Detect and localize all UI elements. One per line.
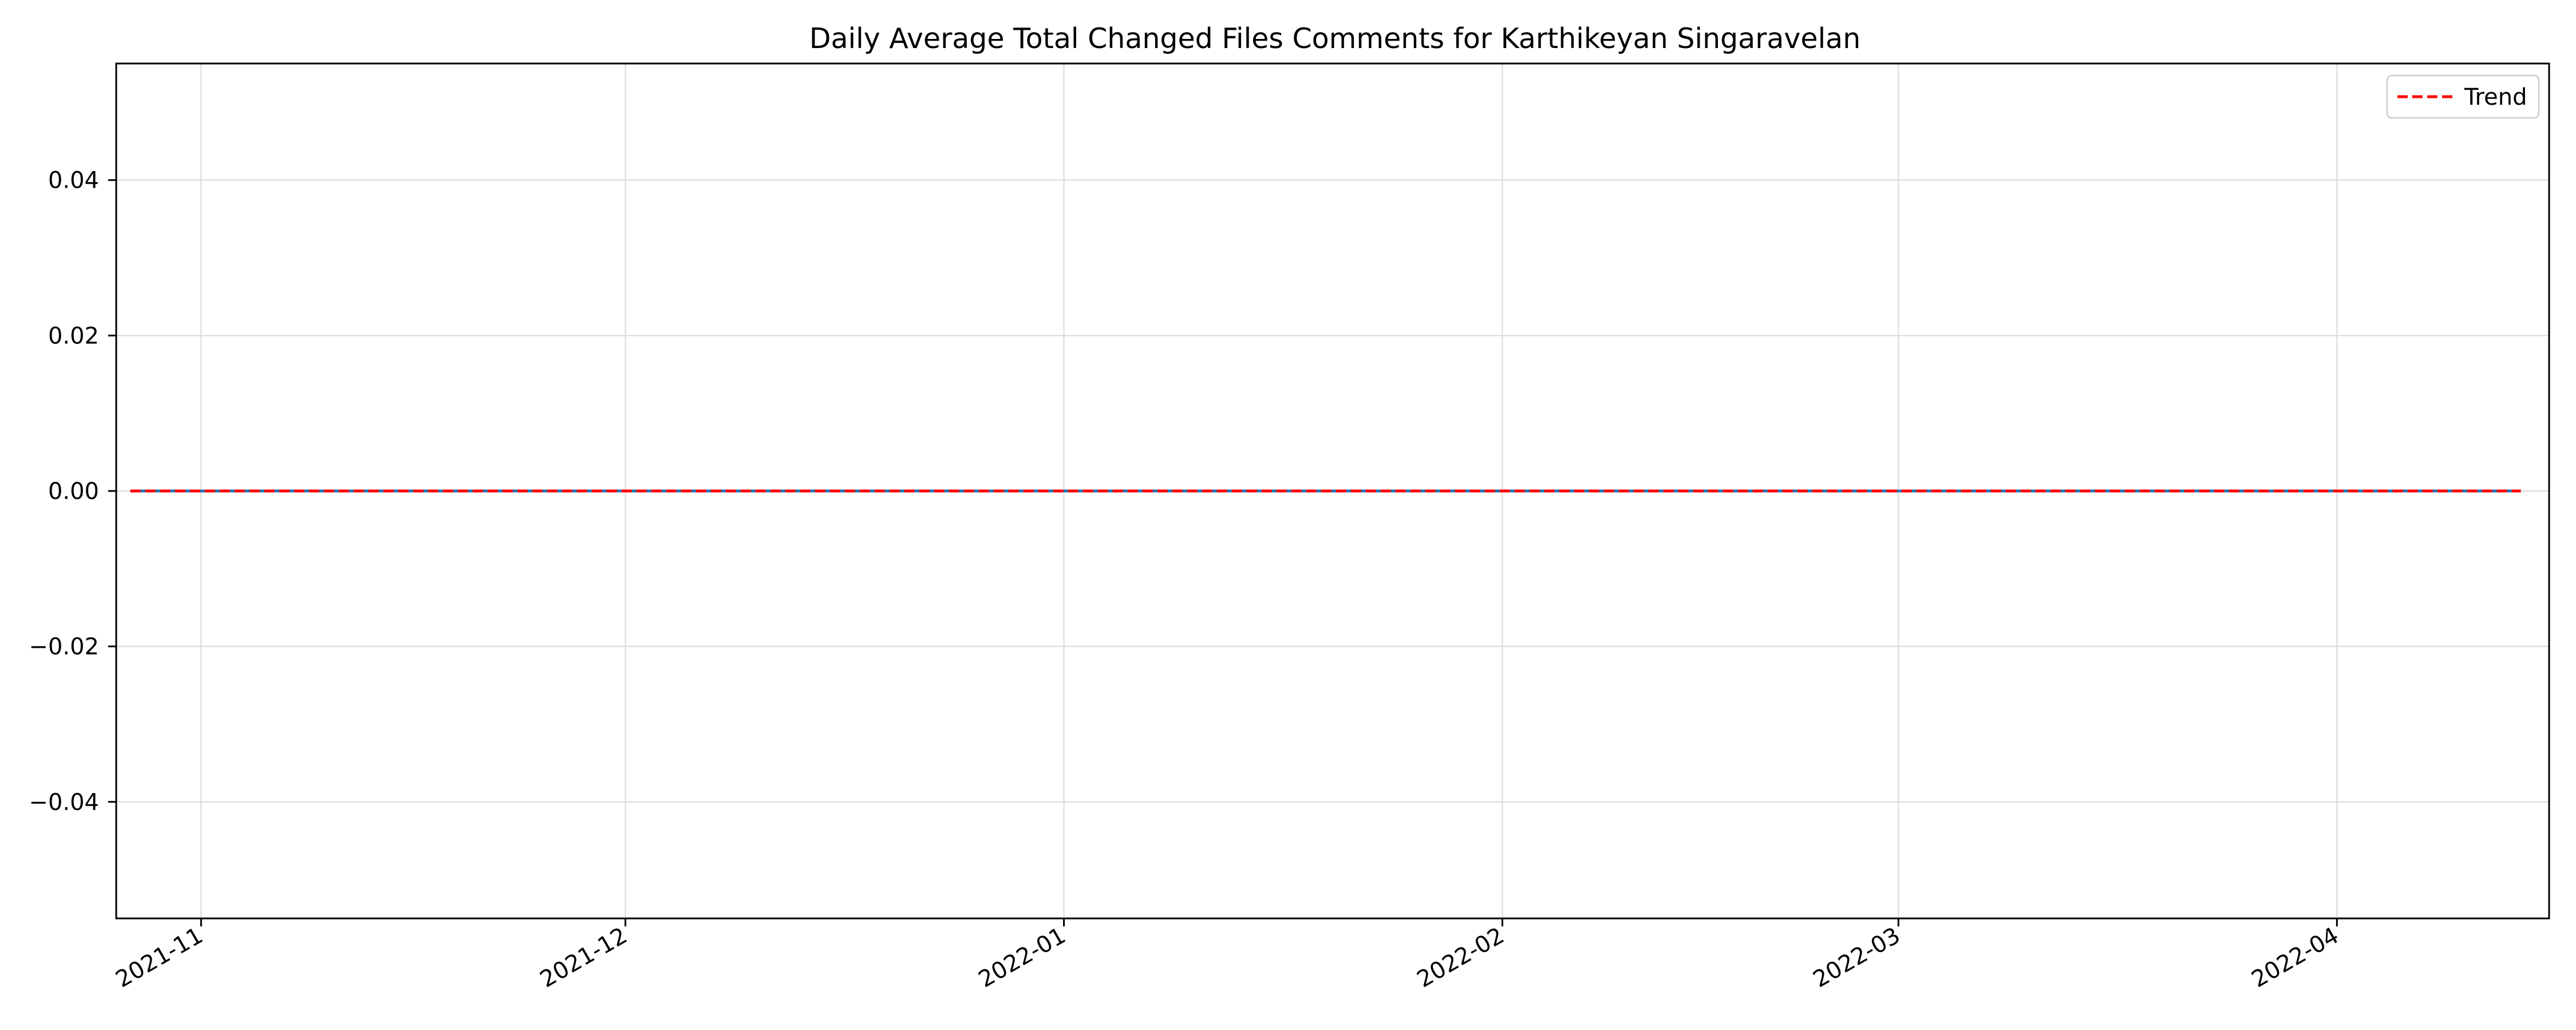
y-tick-label: −0.04 [29,789,99,815]
chart-title: Daily Average Total Changed Files Commen… [809,22,1861,55]
legend: Trend [2386,74,2540,119]
y-tick-label: −0.02 [29,634,99,660]
legend-box [2386,74,2540,119]
y-tick-label: 0.00 [48,478,99,505]
y-tick-label: 0.02 [48,323,99,349]
legend-label-trend: Trend [2464,84,2527,110]
y-tick-label: 0.04 [48,168,99,194]
